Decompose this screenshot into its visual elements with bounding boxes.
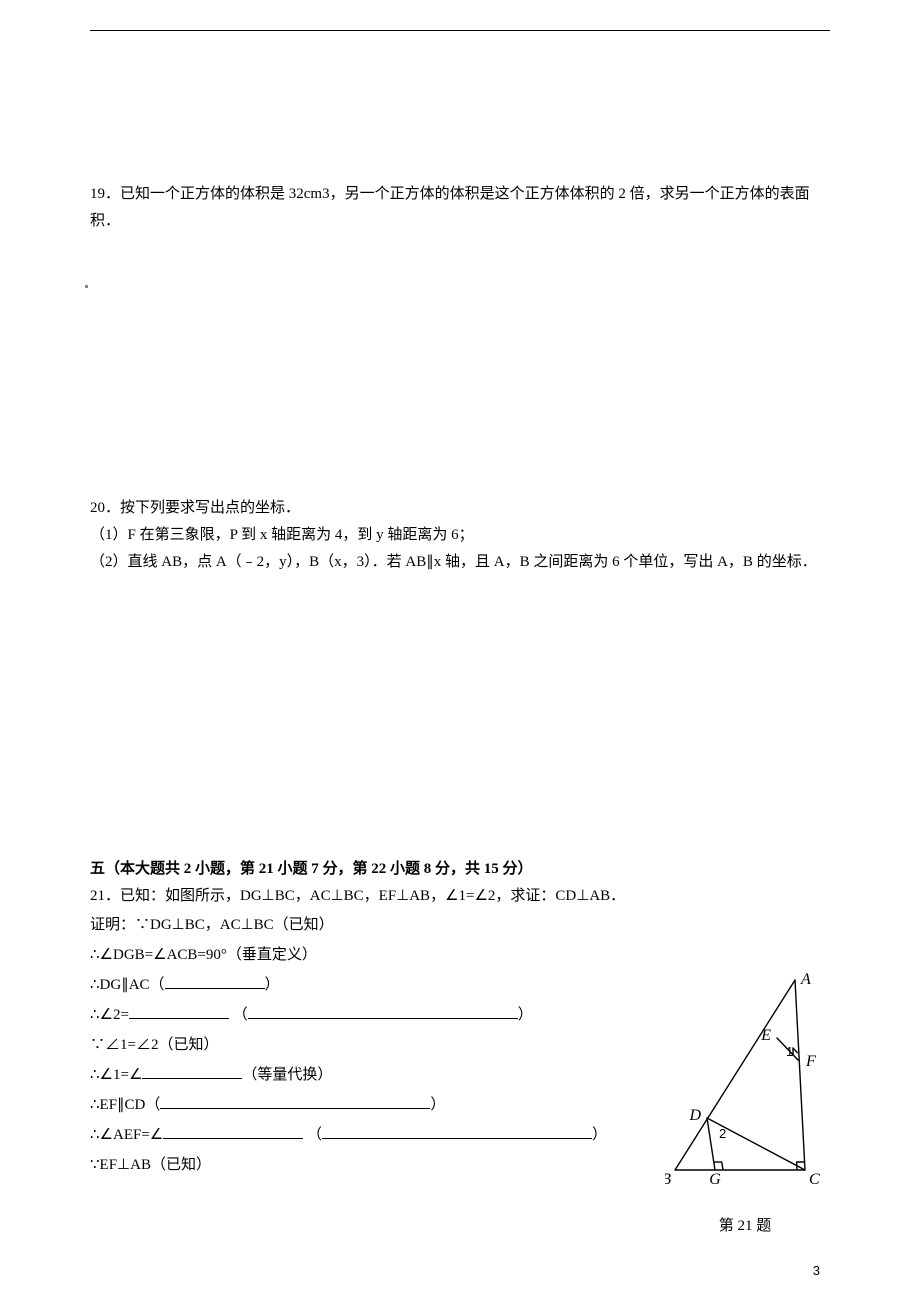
blank <box>163 1123 303 1139</box>
q21-line-2: ∴∠DGB=∠ACB=90°（垂直定义） <box>90 940 830 970</box>
q20-part1: （1）F 在第三象限，P 到 x 轴距离为 4，到 y 轴距离为 6； <box>90 522 830 549</box>
blank <box>129 1003 229 1019</box>
blank <box>142 1063 242 1079</box>
q21-l2: ∴∠DGB=∠ACB=90°（垂直定义） <box>90 947 317 963</box>
blank <box>160 1093 430 1109</box>
svg-text:E: E <box>760 1027 771 1044</box>
q21-l1: 证明：∵DG⊥BC，AC⊥BC（已知） <box>90 917 334 933</box>
q21-l3-pre: ∴DG∥AC（ <box>90 977 165 993</box>
q21-l6-suf: （等量代换） <box>242 1067 332 1083</box>
stray-mark <box>85 285 88 288</box>
blank <box>248 1003 518 1019</box>
q20-title: 20．按下列要求写出点的坐标． <box>90 495 830 522</box>
q21-l4-pre: ∴∠2= <box>90 1007 129 1023</box>
blank <box>322 1123 592 1139</box>
q21-figure-caption: 第 21 题 <box>660 1213 830 1240</box>
q21-l7-suf: ） <box>430 1097 445 1113</box>
q21-figure-svg: A B C G D E F1 2 <box>665 970 825 1185</box>
q19-text: 19．已知一个正方体的体积是 32cm3，另一个正方体的体积是这个正方体体积的 … <box>90 186 810 229</box>
question-19: 19．已知一个正方体的体积是 32cm3，另一个正方体的体积是这个正方体体积的 … <box>90 181 830 235</box>
q21-l9: ∵EF⊥AB（已知） <box>90 1157 211 1173</box>
q21-l5: ∵∠1=∠2（已知） <box>90 1037 218 1053</box>
svg-text:D: D <box>688 1107 701 1124</box>
blank <box>165 973 265 989</box>
svg-text:B: B <box>665 1171 671 1185</box>
q21-l6-pre: ∴∠1=∠ <box>90 1067 142 1083</box>
question-20: 20．按下列要求写出点的坐标． （1）F 在第三象限，P 到 x 轴距离为 4，… <box>90 495 830 576</box>
q20-part2: （2）直线 AB，点 A（﹣2，y），B（x，3）．若 AB∥x 轴，且 A，B… <box>90 549 830 576</box>
q21-title: 21．已知：如图所示，DG⊥BC，AC⊥BC，EF⊥AB，∠1=∠2，求证：CD… <box>90 883 830 910</box>
svg-text:C: C <box>809 1171 820 1185</box>
q21-l4-suf: ） <box>518 1007 533 1023</box>
svg-text:A: A <box>800 971 811 988</box>
svg-text:F: F <box>805 1053 816 1070</box>
svg-text:2: 2 <box>719 1126 726 1141</box>
svg-text:1: 1 <box>786 1044 793 1059</box>
q21-l3-suf: ） <box>265 977 280 993</box>
page-number: 3 <box>813 1259 820 1282</box>
q21-l8-pre: ∴∠AEF=∠ <box>90 1127 163 1143</box>
section5-title: 五（本大题共 2 小题，第 21 小题 7 分，第 22 小题 8 分，共 15… <box>90 856 830 883</box>
q21-l8-suf: ） <box>592 1127 607 1143</box>
q21-line-1: 证明：∵DG⊥BC，AC⊥BC（已知） <box>90 910 830 940</box>
q21-figure: A B C G D E F1 2 第 21 题 <box>660 970 830 1240</box>
q21-l4-mid: （ <box>233 1007 248 1023</box>
q21-l7-pre: ∴EF∥CD（ <box>90 1097 160 1113</box>
top-rule <box>90 30 830 31</box>
svg-text:G: G <box>709 1171 721 1185</box>
q21-l8-mid: （ <box>307 1127 322 1143</box>
